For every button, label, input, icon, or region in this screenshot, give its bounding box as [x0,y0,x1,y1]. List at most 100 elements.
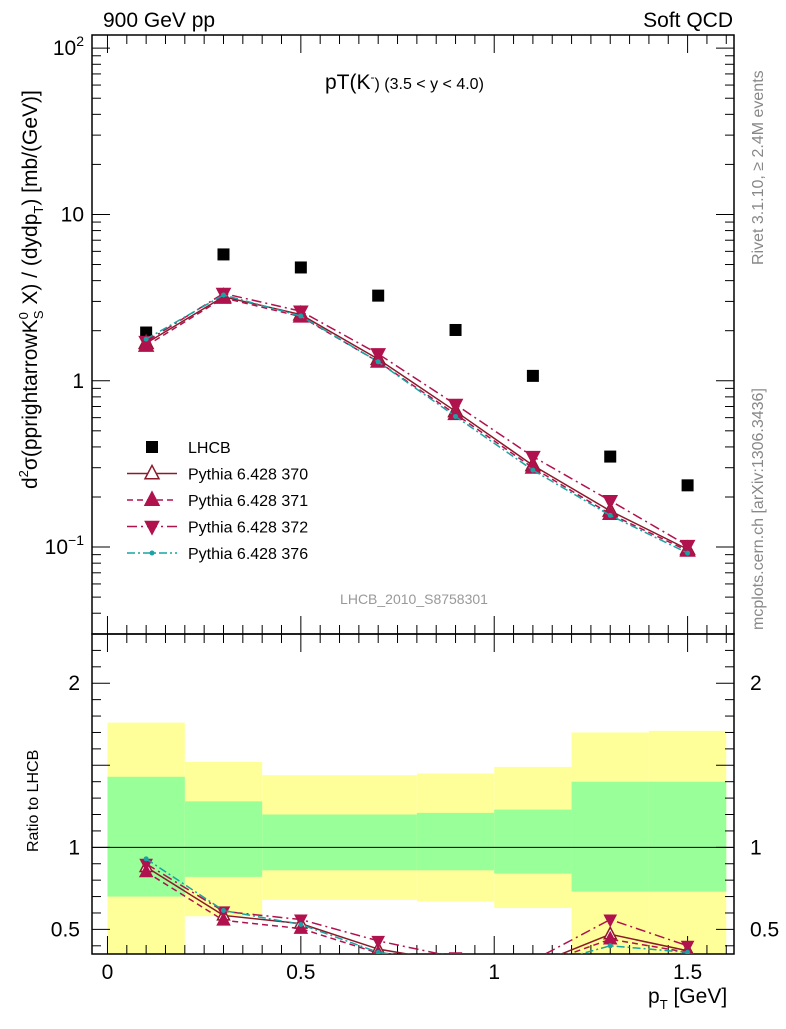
mcplots-label: mcplots.cern.ch [arXiv:1306.3436] [750,388,767,630]
ratio-ytick-label-right-2: 2 [750,672,762,695]
ratio-line-p370 [145,866,688,954]
legend: LHCB Pythia 6.428 370 Pythia 6.428 371 Pyth… [127,440,308,563]
x-axis-title: pT [GeV] [648,985,727,1012]
point-p376-6 [607,512,613,518]
ratio-point-p376-7 [685,949,691,954]
ratio-point-p372-5 [527,956,539,967]
point-p372-3 [370,348,387,364]
rivet-label: Rivet 3.1.10, ≥ 2.4M events [750,70,767,265]
ratio-point-p376-1 [220,908,226,914]
point-p372-0 [138,335,154,351]
axes-frames [91,34,735,955]
ratio-point-p372-4 [448,952,463,954]
ratio-point-p370-4 [455,953,456,954]
main-ytick-label-0: 10−1 [45,532,85,559]
legend-marker-p372 [144,520,160,536]
ratio-point-p376-2 [298,921,304,927]
legend-label-p372: Pythia 6.428 372 [188,520,308,537]
ratio-point-p371-4 [450,957,462,968]
point-p372-4 [447,398,464,414]
ratio-line-p371 [145,871,688,954]
band-inner-3 [416,812,495,871]
point-p371-5 [524,458,542,474]
point-p372-2 [293,305,309,321]
point-p376-0 [143,336,149,342]
main-ytick-label-2: 10 [61,203,84,226]
ratio-point-p372-7 [680,940,695,954]
point-data-5 [526,369,539,382]
point-p376-1 [220,292,226,298]
y-axis-title: d2σ(pprightarrowK0S X) / (dydpT) [mb/(Ge… [16,90,46,489]
band-inner-0 [107,776,185,897]
xtick-label-3: 1.5 [673,961,702,984]
point-data-0 [140,326,153,339]
header-right: Soft QCD [643,9,733,32]
ratio-ytick-label-left-0: 0.5 [51,918,80,941]
point-data-4 [449,323,462,336]
band-inner-5 [571,781,649,892]
main-frame [91,34,735,635]
legend-label-p376: Pythia 6.428 376 [188,546,308,563]
series-line-p370 [145,295,688,550]
ratio-point-p376-4 [453,960,458,965]
point-p372-5 [525,450,541,466]
band-inner-4 [494,809,572,874]
legend-label-p370: Pythia 6.428 370 [188,467,308,484]
ratio-ytick-label-left-1: 1 [68,836,80,859]
legend-label-data: LHCB [188,440,231,457]
main-ytick-label-3: 102 [53,33,84,60]
series-line-p371 [145,297,688,552]
point-data-1 [217,248,230,261]
legend-marker-data [146,441,158,453]
series-line-p376 [145,294,688,554]
legend-marker-p371 [143,490,161,506]
band-inner-6 [648,781,727,892]
point-p376-7 [685,550,691,556]
point-data-7 [681,479,694,492]
ratio-point-p376-0 [143,856,149,862]
xtick-label-0: 0 [102,961,114,984]
point-data-3 [372,289,385,302]
ratio-y-axis-title: Ratio to LHCB [25,750,42,852]
ratio-point-p371-5 [527,960,539,971]
point-data-6 [604,450,617,463]
ratio-ytick-label-left-2: 2 [68,672,80,695]
legend-label-p371: Pythia 6.428 371 [188,493,308,510]
main-ytick-label-1: 1 [72,370,84,393]
xtick-label-1: 0.5 [286,961,315,984]
legend-marker-p370 [143,463,161,480]
point-data-2 [294,261,307,274]
ratio-point-p372-3 [371,935,386,949]
band-inner-1 [184,801,263,877]
ratio-frame [91,633,735,955]
point-p372-7 [679,539,696,555]
band-inner-2 [262,814,417,871]
ratio-series [138,856,695,971]
point-p376-2 [298,313,304,319]
analysis-watermark: LHCB_2010_S8758301 [340,591,488,607]
series-line-p372 [145,292,688,547]
ratio-point-p372-6 [603,914,618,928]
ratio-line-p376 [145,858,688,954]
ratio-bands [92,722,734,954]
ratio-point-p376-3 [375,949,381,954]
main-series [137,248,696,557]
axis-ticks: 10−1 1 10 102 0 0.5 1 1.5 0.5 0.5 1 1 2 2 [45,33,780,984]
xtick-label-2: 1 [488,961,500,984]
ratio-point-p376-6 [607,943,613,949]
ratio-point-p376-5 [530,965,535,970]
plot-title: pT(K-) (3.5 < y < 4.0) [325,70,484,94]
ratio-point-p370-5 [527,959,539,970]
ratio-ytick-label-right-0: 0.5 [750,918,779,941]
point-p372-6 [602,494,619,510]
point-p376-5 [530,467,536,473]
point-p376-4 [453,413,459,419]
ratio-ytick-label-right-1: 1 [750,836,762,859]
ratio-line-p372 [145,863,688,954]
ratio-point-p372-2 [294,914,308,928]
header-left: 900 GeV pp [103,9,215,32]
legend-marker-p376 [149,550,155,556]
point-p376-3 [375,359,381,365]
